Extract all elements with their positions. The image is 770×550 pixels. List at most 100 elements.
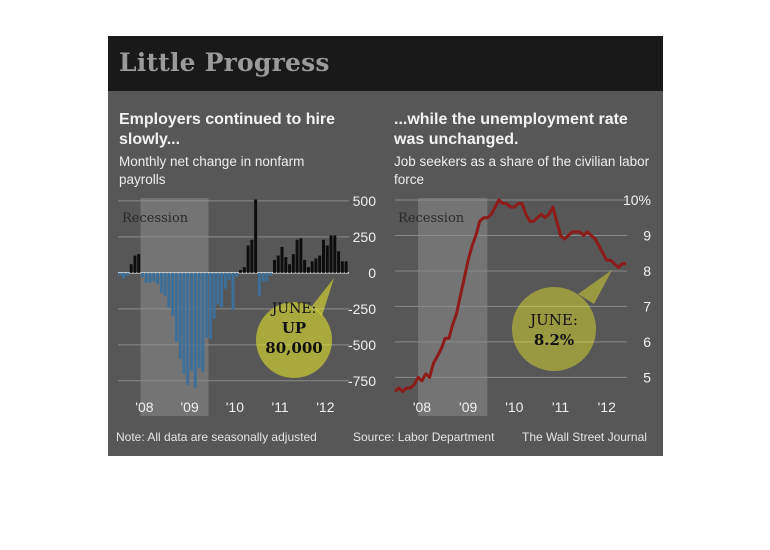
payrolls-bar (193, 272, 197, 388)
unemployment-callout-line-2: 8.2% (534, 331, 574, 349)
unemployment-x-tick-label: '11 (552, 399, 569, 415)
payrolls-bar (318, 255, 322, 273)
payrolls-callout-pointer (312, 278, 334, 316)
payrolls-y-tick-label: -500 (348, 337, 376, 353)
chart-frame: Little Progress Employers continued to h… (108, 36, 663, 456)
payrolls-bar (137, 254, 141, 273)
payrolls-bar (280, 246, 284, 273)
payrolls-bar (272, 259, 276, 273)
unemployment-y-tick-label: 5 (643, 369, 651, 385)
payrolls-bar (340, 261, 344, 273)
payrolls-bar (163, 272, 167, 296)
payrolls-bar (306, 267, 310, 273)
payrolls-bar (250, 239, 254, 273)
unemployment-chart: Recession 10% 9 8 7 6 5 '08 '09 '10 '11 '12 JUNE:… (393, 192, 651, 416)
payrolls-bar (190, 272, 194, 371)
payrolls-bar (159, 272, 163, 293)
unemployment-y-tick-label: 10% (623, 192, 651, 208)
unemployment-y-ticks: 10% 9 8 7 6 5 (623, 192, 651, 385)
payrolls-bar (246, 245, 250, 273)
payrolls-bar (288, 264, 292, 273)
payrolls-chart-title: Employers continued to hire slowly... (119, 111, 336, 148)
payrolls-callout-line-3: 80,000 (265, 339, 322, 357)
payrolls-bar (314, 258, 318, 273)
payrolls-bar (152, 272, 156, 282)
payrolls-bar (261, 272, 265, 282)
payrolls-bar (329, 235, 333, 273)
payrolls-bar (227, 272, 231, 281)
payrolls-bar (325, 245, 329, 273)
payrolls-bar (303, 259, 307, 273)
payrolls-bar (167, 272, 171, 308)
title-bar: Little Progress (108, 36, 663, 91)
payrolls-callout-line-1: JUNE: (270, 301, 317, 317)
unemployment-x-ticks: '08 '09 '10 '11 '12 (413, 399, 616, 415)
payrolls-bar (235, 272, 239, 278)
payrolls-x-tick-label: '08 (135, 399, 153, 415)
payrolls-bar (125, 272, 129, 276)
payrolls-bar (254, 199, 258, 273)
payrolls-x-tick-label: '10 (226, 399, 244, 415)
payrolls-y-tick-label: 250 (353, 229, 377, 245)
payrolls-june-callout: JUNE: UP 80,000 (256, 278, 334, 378)
payrolls-bar (156, 272, 160, 285)
payrolls-bar (118, 272, 122, 276)
payrolls-bar (178, 272, 182, 360)
unemployment-recession-label: Recession (398, 211, 465, 226)
payrolls-bar (174, 272, 178, 342)
payrolls-bar (133, 255, 137, 273)
payrolls-bar (216, 272, 220, 305)
payrolls-bar (186, 272, 190, 386)
payrolls-recession-label: Recession (122, 211, 189, 226)
payrolls-bar (223, 272, 227, 289)
payrolls-y-ticks: 500 250 0 -250 -500 -750 (348, 193, 376, 389)
payrolls-bar (299, 238, 303, 273)
unemployment-gridlines (395, 199, 627, 378)
payrolls-bar (197, 272, 201, 368)
payrolls-callout-line-2: UP (282, 319, 306, 337)
payrolls-bar (265, 272, 269, 282)
payrolls-bar (337, 251, 341, 273)
payrolls-bar (171, 272, 175, 317)
payrolls-bar (310, 261, 314, 273)
payrolls-bar (201, 272, 205, 373)
unemployment-chart-title: ...while the unemployment rate was uncha… (394, 111, 628, 148)
unemployment-y-tick-label: 7 (643, 298, 651, 314)
payrolls-bar (129, 264, 133, 273)
payrolls-bar (212, 272, 216, 319)
unemployment-callout-bubble (512, 287, 596, 371)
payrolls-bar (122, 272, 126, 279)
unemployment-y-tick-label: 9 (643, 227, 651, 243)
payrolls-bar (333, 235, 337, 273)
payrolls-chart-subtitle: Monthly net change in nonfarm payrolls (119, 154, 305, 187)
unemployment-x-tick-label: '10 (505, 399, 523, 415)
payrolls-bar (276, 255, 280, 273)
payrolls-recession-band (140, 198, 209, 416)
footer-credit: The Wall Street Journal (522, 430, 647, 444)
payrolls-bar (269, 272, 273, 276)
unemployment-callout-pointer (578, 270, 612, 304)
footer-note: Note: All data are seasonally adjusted (116, 430, 317, 444)
unemployment-rate-line (393, 198, 626, 393)
unemployment-y-tick-label: 6 (643, 334, 651, 350)
payrolls-bar (291, 254, 295, 273)
payrolls-y-tick-label: 500 (353, 193, 377, 209)
unemployment-june-callout: JUNE: 8.2% (512, 270, 612, 371)
payrolls-y-tick-label: -250 (348, 301, 376, 317)
payrolls-bar (257, 272, 261, 296)
payrolls-bar (231, 272, 235, 311)
payrolls-bar (242, 267, 246, 273)
payrolls-x-tick-label: '09 (181, 399, 199, 415)
payrolls-bar (284, 257, 288, 273)
payrolls-y-tick-label: -750 (348, 373, 376, 389)
payrolls-bar (322, 239, 325, 273)
payrolls-bar (344, 261, 348, 273)
unemployment-x-tick-label: '09 (459, 399, 477, 415)
payrolls-x-tick-label: '11 (272, 399, 289, 415)
unemployment-x-tick-label: '08 (413, 399, 431, 415)
unemployment-x-tick-label: '12 (598, 399, 616, 415)
payrolls-bar (208, 272, 212, 340)
payrolls-bar (141, 272, 144, 278)
payrolls-callout-bubble (256, 302, 332, 378)
